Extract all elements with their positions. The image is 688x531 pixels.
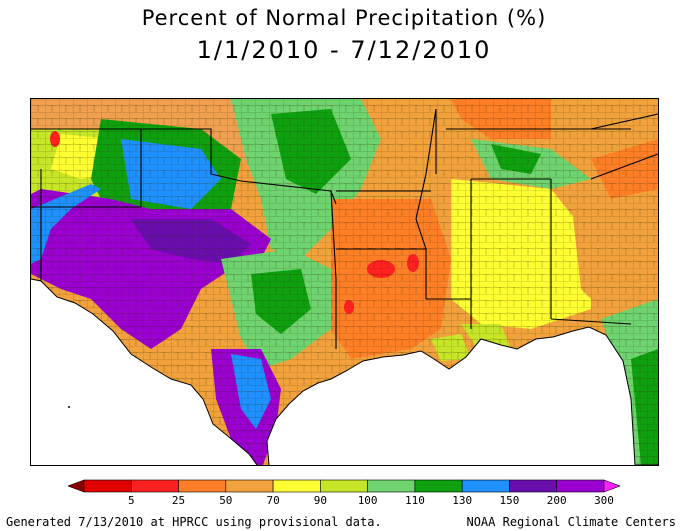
legend-swatch	[461, 479, 510, 493]
legend-swatch	[320, 479, 368, 493]
credit-note: NOAA Regional Climate Centers	[466, 515, 676, 529]
legend-tick-label: 300	[594, 494, 614, 507]
legend-tick-label: 150	[499, 494, 520, 507]
legend-tick-label: 70	[266, 494, 280, 507]
coastline	[266, 326, 658, 465]
legend-tick-label: 130	[452, 494, 473, 507]
legend-tick-label: 90	[313, 494, 327, 507]
generated-note: Generated 7/13/2010 at HPRCC using provi…	[6, 515, 382, 529]
legend-swatch	[130, 479, 179, 493]
legend-swatch	[272, 479, 321, 493]
map-canvas	[31, 99, 658, 465]
legend-tick-label: 100	[357, 494, 378, 507]
legend-tick-label: 5	[127, 494, 135, 507]
legend-swatch	[178, 479, 227, 493]
precipitation-map	[30, 98, 659, 466]
mexico-border	[31, 278, 258, 465]
legend-swatch	[367, 479, 416, 493]
island-dot	[68, 406, 70, 408]
color-legend	[68, 479, 620, 493]
legend-arrow-low	[68, 479, 85, 493]
legend-tick-label: 110	[404, 494, 425, 507]
legend-swatch	[509, 479, 558, 493]
map-title: Percent of Normal Precipitation (%)	[141, 6, 547, 30]
state-borders	[31, 108, 658, 349]
legend-swatch	[83, 479, 132, 493]
legend-swatch	[225, 479, 274, 493]
legend-tick-label: 25	[171, 494, 186, 507]
legend-swatch	[556, 479, 605, 493]
legend-tick-label: 200	[546, 494, 567, 507]
date-range: 1/1/2010 - 7/12/2010	[196, 36, 492, 64]
map-land	[31, 99, 658, 465]
legend-swatch	[414, 479, 463, 493]
legend-arrow-high	[603, 479, 620, 493]
legend-tick-label: 50	[219, 494, 233, 507]
